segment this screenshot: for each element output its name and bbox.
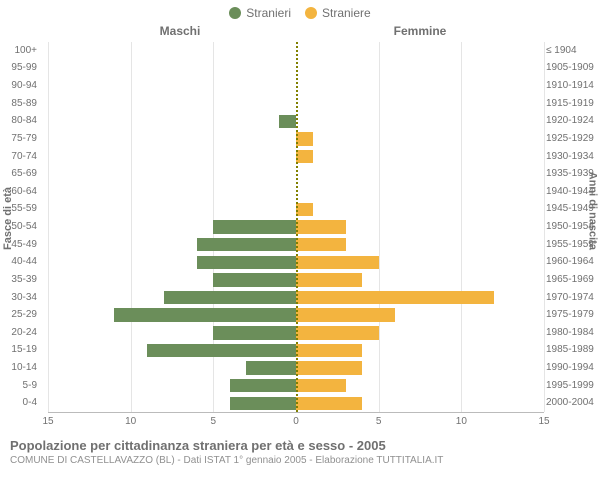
- bar-male: [279, 115, 296, 128]
- bar-female: [296, 220, 346, 233]
- bar-female: [296, 238, 346, 251]
- header-female: Femmine: [300, 24, 540, 38]
- birth-label: 1935-1939: [546, 169, 600, 179]
- birth-label: 1985-1989: [546, 345, 600, 355]
- bar-male: [213, 326, 296, 339]
- center-line: [296, 42, 298, 412]
- birth-label: 1905-1909: [546, 63, 600, 73]
- caption: Popolazione per cittadinanza straniera p…: [0, 432, 600, 466]
- birth-label: 1960-1964: [546, 257, 600, 267]
- bar-male: [246, 361, 296, 374]
- age-label: 10-14: [4, 363, 42, 373]
- swatch-male: [229, 7, 241, 19]
- bar-female: [296, 344, 362, 357]
- gridline: [544, 42, 545, 412]
- caption-sub: COMUNE DI CASTELLAVAZZO (BL) - Dati ISTA…: [10, 455, 590, 466]
- age-label: 35-39: [4, 275, 42, 285]
- swatch-female: [305, 7, 317, 19]
- birth-label: 1980-1984: [546, 328, 600, 338]
- bar-female: [296, 273, 362, 286]
- birth-label: 1945-1949: [546, 204, 600, 214]
- bar-male: [230, 397, 296, 410]
- birth-label: 1940-1944: [546, 187, 600, 197]
- bar-female: [296, 308, 395, 321]
- plot-area: 100+≤ 190495-991905-190990-941910-191485…: [48, 42, 544, 432]
- birth-label: 1925-1929: [546, 134, 600, 144]
- bar-female: [296, 326, 379, 339]
- age-label: 55-59: [4, 204, 42, 214]
- age-label: 65-69: [4, 169, 42, 179]
- x-tick: 5: [211, 416, 217, 427]
- pyramid-chart: Stranieri Straniere Maschi Femmine Fasce…: [0, 0, 600, 500]
- x-tick: 10: [456, 416, 467, 427]
- bar-female: [296, 291, 494, 304]
- age-label: 90-94: [4, 81, 42, 91]
- legend-label-female: Straniere: [322, 6, 371, 20]
- x-axis: 15105051015: [48, 412, 544, 432]
- bar-male: [164, 291, 296, 304]
- column-headers: Maschi Femmine: [0, 24, 600, 42]
- age-label: 80-84: [4, 116, 42, 126]
- age-label: 5-9: [4, 381, 42, 391]
- bar-male: [197, 238, 296, 251]
- birth-label: 1910-1914: [546, 81, 600, 91]
- birth-label: ≤ 1904: [546, 46, 600, 56]
- age-label: 30-34: [4, 293, 42, 303]
- age-label: 60-64: [4, 187, 42, 197]
- bar-male: [230, 379, 296, 392]
- header-male: Maschi: [60, 24, 300, 38]
- birth-label: 1950-1954: [546, 222, 600, 232]
- age-label: 70-74: [4, 152, 42, 162]
- bar-male: [114, 308, 296, 321]
- legend: Stranieri Straniere: [0, 0, 600, 24]
- x-tick: 15: [42, 416, 53, 427]
- birth-label: 1965-1969: [546, 275, 600, 285]
- bar-female: [296, 132, 313, 145]
- bar-female: [296, 203, 313, 216]
- x-tick: 15: [538, 416, 549, 427]
- age-label: 75-79: [4, 134, 42, 144]
- birth-label: 1970-1974: [546, 293, 600, 303]
- age-label: 40-44: [4, 257, 42, 267]
- x-tick: 10: [125, 416, 136, 427]
- age-label: 45-49: [4, 240, 42, 250]
- x-tick: 5: [376, 416, 382, 427]
- x-tick: 0: [293, 416, 299, 427]
- bar-female: [296, 150, 313, 163]
- age-label: 50-54: [4, 222, 42, 232]
- bar-female: [296, 256, 379, 269]
- bar-female: [296, 397, 362, 410]
- age-label: 85-89: [4, 99, 42, 109]
- birth-label: 1990-1994: [546, 363, 600, 373]
- bar-male: [197, 256, 296, 269]
- birth-label: 1955-1959: [546, 240, 600, 250]
- legend-item-male: Stranieri: [229, 6, 291, 20]
- age-label: 0-4: [4, 398, 42, 408]
- age-label: 25-29: [4, 310, 42, 320]
- bar-female: [296, 379, 346, 392]
- age-label: 15-19: [4, 345, 42, 355]
- birth-label: 1915-1919: [546, 99, 600, 109]
- birth-label: 1975-1979: [546, 310, 600, 320]
- bar-male: [147, 344, 296, 357]
- bar-male: [213, 220, 296, 233]
- birth-label: 1995-1999: [546, 381, 600, 391]
- legend-label-male: Stranieri: [246, 6, 291, 20]
- birth-label: 1920-1924: [546, 116, 600, 126]
- birth-label: 1930-1934: [546, 152, 600, 162]
- age-label: 95-99: [4, 63, 42, 73]
- birth-label: 2000-2004: [546, 398, 600, 408]
- legend-item-female: Straniere: [305, 6, 371, 20]
- bar-female: [296, 361, 362, 374]
- age-label: 20-24: [4, 328, 42, 338]
- caption-title: Popolazione per cittadinanza straniera p…: [10, 438, 590, 453]
- bar-male: [213, 273, 296, 286]
- age-label: 100+: [4, 46, 42, 56]
